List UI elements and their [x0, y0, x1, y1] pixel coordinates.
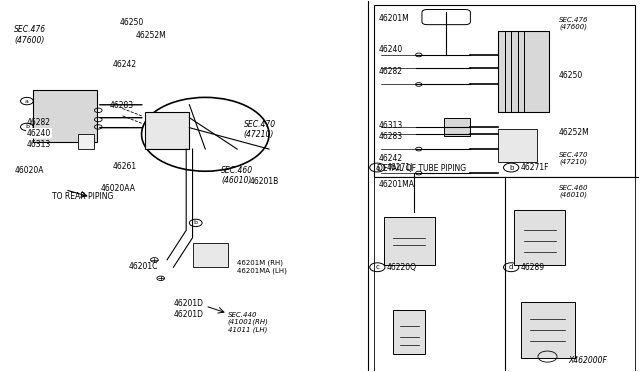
FancyBboxPatch shape [193, 243, 228, 267]
Text: 46201M: 46201M [379, 13, 410, 22]
Text: a: a [25, 99, 29, 103]
Bar [505, 177, 636, 371]
Text: SEC.470
(47210): SEC.470 (47210) [559, 151, 588, 165]
Text: SEC.440
(41001(RH)
41011 (LH): SEC.440 (41001(RH) 41011 (LH) [228, 311, 268, 333]
Text: 46283: 46283 [109, 101, 134, 110]
Text: d: d [509, 264, 513, 270]
Text: 46271F: 46271F [521, 163, 549, 172]
FancyBboxPatch shape [145, 112, 189, 149]
FancyBboxPatch shape [521, 302, 575, 358]
Text: SEC.460
(46010): SEC.460 (46010) [221, 166, 253, 185]
Text: 46201C: 46201C [129, 262, 158, 271]
FancyBboxPatch shape [33, 90, 97, 142]
Text: 46282: 46282 [27, 118, 51, 127]
Text: 46201D: 46201D [173, 310, 204, 319]
Text: 46220Q: 46220Q [387, 263, 417, 272]
Text: 46271J: 46271J [387, 163, 413, 172]
Text: SEC.476
(47600): SEC.476 (47600) [559, 17, 588, 30]
FancyBboxPatch shape [384, 217, 435, 265]
Text: 46201D: 46201D [173, 299, 204, 308]
Text: 46242: 46242 [113, 61, 137, 70]
Text: 46020A: 46020A [14, 166, 44, 175]
Text: a: a [375, 164, 380, 170]
Text: b: b [25, 124, 29, 129]
Text: 46020AA: 46020AA [100, 184, 135, 193]
Text: c: c [376, 264, 380, 270]
Text: SEC.460
(46010): SEC.460 (46010) [559, 185, 588, 198]
Text: 46313: 46313 [379, 121, 403, 129]
Text: 46283: 46283 [379, 132, 403, 141]
Text: 46201M (RH)
46201MA (LH): 46201M (RH) 46201MA (LH) [237, 260, 287, 274]
FancyBboxPatch shape [396, 211, 432, 226]
Text: 46261: 46261 [113, 162, 137, 171]
Text: 46201MA: 46201MA [379, 180, 415, 189]
Text: 46250: 46250 [119, 18, 143, 27]
Text: b: b [509, 164, 513, 170]
Text: b: b [194, 221, 198, 225]
Text: DETAIL OF TUBE PIPING: DETAIL OF TUBE PIPING [378, 164, 467, 173]
Text: 46240: 46240 [27, 129, 51, 138]
Text: 46289: 46289 [521, 263, 545, 272]
Text: 46250: 46250 [559, 71, 583, 80]
Text: TO REAR PIPING: TO REAR PIPING [52, 192, 114, 201]
FancyBboxPatch shape [78, 134, 94, 149]
Text: 46242: 46242 [379, 154, 403, 163]
FancyBboxPatch shape [515, 210, 565, 265]
FancyBboxPatch shape [394, 310, 425, 354]
Text: X462000F: X462000F [568, 356, 607, 365]
Text: SEC.470
(47210): SEC.470 (47210) [244, 119, 276, 139]
Text: SEC.476
(47600): SEC.476 (47600) [14, 25, 46, 45]
Text: 46252M: 46252M [559, 128, 589, 137]
Text: 46313: 46313 [27, 140, 51, 149]
Text: 46201B: 46201B [250, 177, 279, 186]
Bar [374, 177, 505, 371]
FancyBboxPatch shape [444, 118, 470, 136]
FancyBboxPatch shape [422, 10, 470, 25]
Bar [374, 5, 636, 177]
Text: 46240: 46240 [379, 45, 403, 54]
Text: 46282: 46282 [379, 67, 403, 76]
Text: 46252M: 46252M [135, 31, 166, 40]
FancyBboxPatch shape [499, 129, 537, 162]
FancyBboxPatch shape [499, 31, 549, 112]
